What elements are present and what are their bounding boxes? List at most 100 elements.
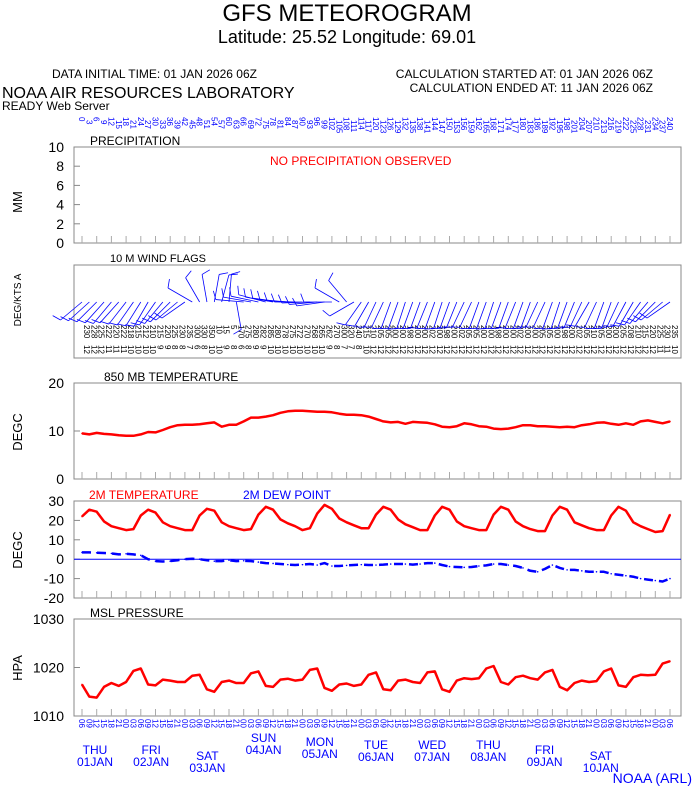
pressure-line-point — [640, 674, 642, 676]
calc-ended: CALCULATION ENDED AT: 11 JAN 2026 06Z — [410, 81, 653, 95]
temp-2m-line-point — [500, 506, 502, 508]
pressure-line-point — [338, 684, 340, 686]
precip-ylabel: MM — [10, 191, 25, 213]
temp-2m-line-point — [228, 525, 230, 527]
dewpoint-line-point — [338, 565, 340, 567]
dewpoint-line-point — [331, 565, 333, 567]
wind-barb-flag — [53, 316, 61, 320]
t850-line-point — [228, 424, 230, 426]
utc-hour-label: 06 — [665, 719, 674, 728]
t850-line-point — [243, 421, 245, 423]
dewpoint-line-point — [485, 565, 487, 567]
dewpoint-line-point — [368, 564, 370, 566]
t850-line-point — [588, 423, 590, 425]
dewpoint-line-point — [603, 571, 605, 573]
wind-barb-flag — [222, 288, 224, 297]
dewpoint-line-point — [397, 563, 399, 565]
dewpoint-line-point — [147, 558, 149, 560]
dewpoint-line-point — [89, 552, 91, 554]
pressure-line-point — [610, 668, 612, 670]
dewpoint-line-point — [441, 564, 443, 566]
t850-line-point — [662, 423, 664, 425]
t850-line-point — [162, 429, 164, 431]
temp-2m-line-point — [147, 509, 149, 511]
temp-2m-line-point — [375, 514, 377, 516]
t850-line-point — [199, 423, 201, 425]
temp-2m-line-point — [89, 509, 91, 511]
pressure-line-point — [206, 689, 208, 691]
temp-2m-line-point — [603, 529, 605, 531]
dewpoint-line-point — [574, 569, 576, 571]
pressure-line-point — [419, 682, 421, 684]
temp-2m-line — [82, 505, 670, 532]
panel-frame-2 — [74, 383, 681, 479]
pressure-line-point — [81, 684, 83, 686]
y-tick-label: 2 — [56, 216, 64, 232]
temp-2m-line-point — [361, 527, 363, 529]
pressure-line-point — [280, 679, 282, 681]
pressure-line-point — [140, 668, 142, 670]
dewpoint-line-point — [463, 567, 465, 569]
temp-2m-line-point — [632, 522, 634, 524]
temp-2m-line-point — [485, 529, 487, 531]
wind-barb — [641, 302, 662, 320]
t850-line-point — [258, 417, 260, 419]
pressure-line-point — [434, 671, 436, 673]
t850-line-point — [463, 423, 465, 425]
t850-line-point — [236, 424, 238, 426]
temp-2m-line-point — [133, 528, 135, 530]
pressure-line-point — [412, 681, 414, 683]
temp-2m-line-point — [522, 525, 524, 527]
t850-line-point — [331, 411, 333, 413]
t850-line-point — [397, 421, 399, 423]
temp-2m-line-point — [353, 524, 355, 526]
pressure-line-point — [588, 681, 590, 683]
wind-barb — [460, 302, 472, 327]
temp-2m-line-point — [81, 516, 83, 518]
dewpoint-line-point — [103, 552, 105, 554]
dewpoint-line-point — [537, 571, 539, 573]
temp-2m-line-point — [544, 530, 546, 532]
temp-2m-line-point — [383, 506, 385, 508]
y-tick-label: 4 — [56, 197, 64, 213]
t850-line-point — [449, 426, 451, 428]
temp-2m-line-point — [596, 529, 598, 531]
temp-2m-line-point — [471, 527, 473, 529]
temp-2m-line-point — [508, 509, 510, 511]
pressure-line-point — [493, 665, 495, 667]
wind-barb-flag — [186, 271, 192, 278]
temp-2m-line-point — [441, 506, 443, 508]
t850-line-point — [89, 434, 91, 436]
t850-line-point — [456, 425, 458, 427]
wind-title: 10 M WIND FLAGS — [110, 253, 206, 265]
dewpoint-line-point — [309, 563, 311, 565]
dewpoint-line-point — [588, 571, 590, 573]
date-label: 07JAN — [414, 750, 450, 764]
temp-2m-line-point — [625, 510, 627, 512]
pressure-line-point — [236, 682, 238, 684]
t850-line-point — [214, 422, 216, 424]
temp-2m-line-point — [250, 528, 252, 530]
temp-2m-line-point — [618, 506, 620, 508]
dewpoint-line-point — [647, 579, 649, 581]
temp-2m-line-point — [478, 529, 480, 531]
wind-barb — [315, 288, 339, 302]
dewpoint-line-point — [434, 562, 436, 564]
dewpoint-line-point — [206, 559, 208, 561]
dewpoint-line-point — [162, 561, 164, 563]
t850-line-point — [412, 421, 414, 423]
temp-2m-line-point — [96, 511, 98, 513]
pressure-line-point — [250, 673, 252, 675]
dewpoint-line-point — [214, 560, 216, 562]
t850-line-point — [655, 421, 657, 423]
t850-line-point — [324, 411, 326, 413]
t850-line-point — [508, 428, 510, 430]
temp-2m-line-point — [574, 522, 576, 524]
t850-line-point — [559, 426, 561, 428]
dewpoint-line-point — [522, 567, 524, 569]
temp-2m-line-point — [265, 506, 267, 508]
calc-started: CALCULATION STARTED AT: 01 JAN 2026 06Z — [396, 67, 653, 81]
t850-line-point — [287, 411, 289, 413]
wind-barb — [364, 302, 376, 327]
pressure-line-point — [632, 676, 634, 678]
